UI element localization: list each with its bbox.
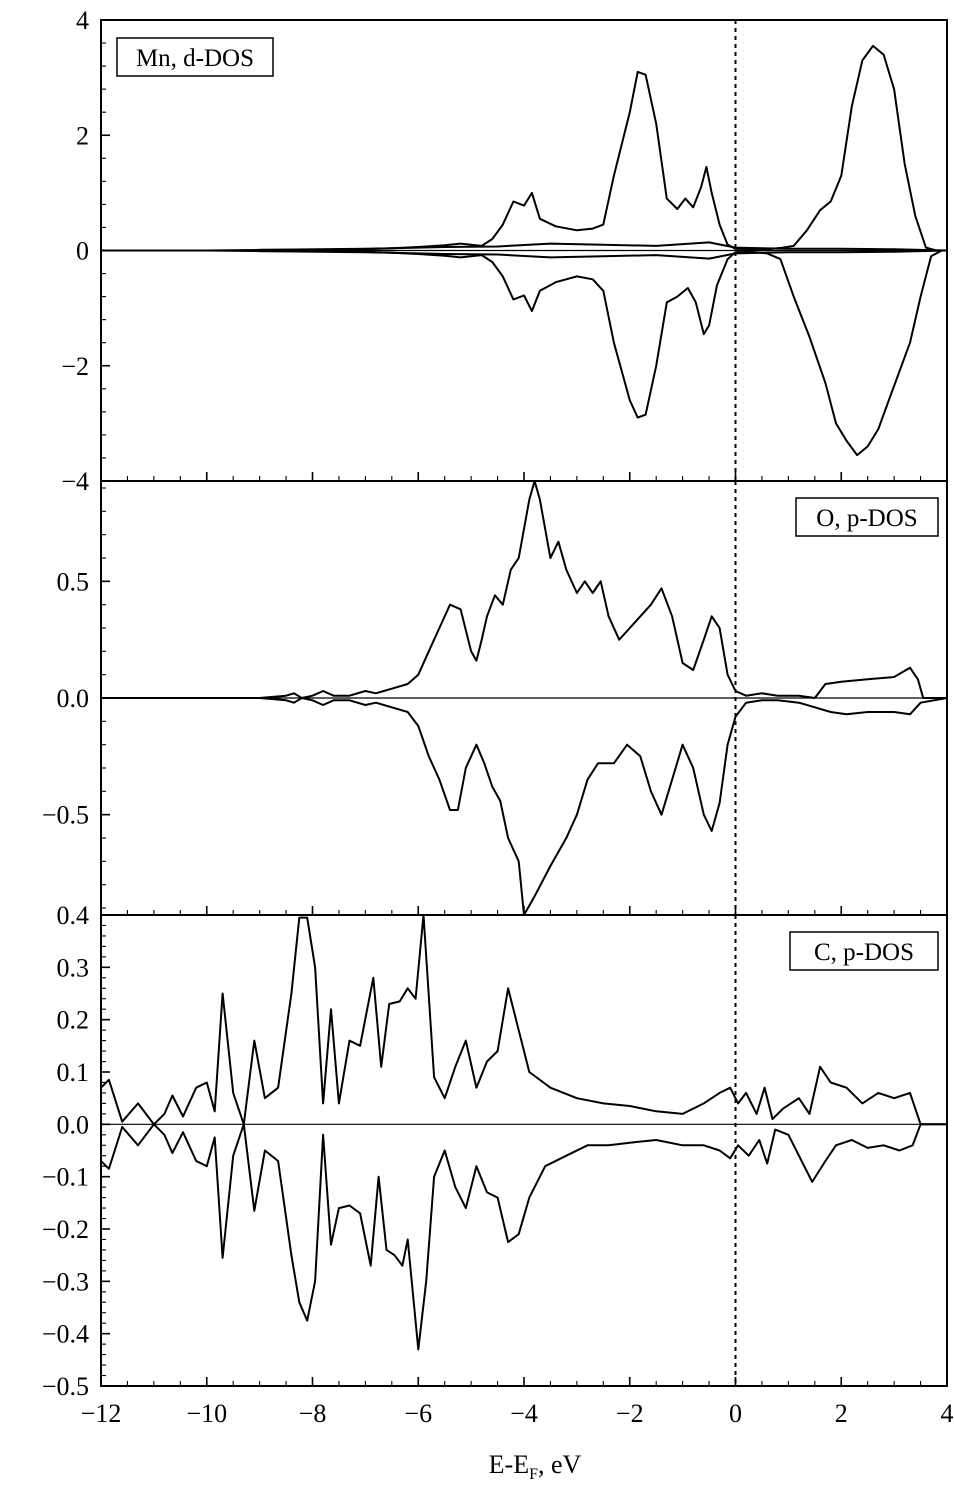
x-tick-label: 2 xyxy=(835,1399,848,1428)
panel-3: −0.5 −0.4 −0.3 −0.2 −0.1 0.0 0.1 0.2 0.3 0.4 C, p-… xyxy=(42,901,954,1428)
y-tick-label: 0.1 xyxy=(57,1058,90,1087)
dos-series-line-4 xyxy=(259,249,948,260)
y-tick-label: 0.5 xyxy=(57,567,90,596)
legend-label: Mn, d-DOS xyxy=(136,45,254,72)
y-tick-label: −0.5 xyxy=(42,1372,89,1401)
dos-series-line-1 xyxy=(101,480,947,699)
x-axis-label-subscript: F xyxy=(529,1466,538,1483)
x-tick-label: 0 xyxy=(729,1399,742,1428)
x-tick-label: 4 xyxy=(941,1399,954,1428)
y-tick-label: 0 xyxy=(76,237,89,266)
panel-1: −4 −2 0 2 4 Mn, d-DOS xyxy=(61,6,948,496)
y-tick-label: −0.2 xyxy=(42,1215,89,1244)
legend-label: O, p-DOS xyxy=(816,505,917,532)
y-tick-label: 0.0 xyxy=(57,1110,90,1139)
x-axis-label-main: E-E xyxy=(489,1450,529,1479)
y-tick-label: −0.1 xyxy=(42,1163,89,1192)
dos-series-line-2 xyxy=(101,249,947,457)
y-tick-label: 4 xyxy=(76,6,89,35)
y-tick-label: 0.0 xyxy=(57,684,90,713)
dos-series-line-1 xyxy=(100,914,947,1126)
x-tick-label: −12 xyxy=(81,1399,122,1428)
x-tick-label: −8 xyxy=(299,1399,327,1428)
plot-frame xyxy=(100,914,948,1387)
dos-series-line-1 xyxy=(101,44,947,252)
legend-box xyxy=(789,931,939,971)
legend-label: C, p-DOS xyxy=(814,939,914,966)
y-tick-label: −0.3 xyxy=(42,1267,89,1296)
x-tick-label: −6 xyxy=(404,1399,432,1428)
x-tick-label: −2 xyxy=(616,1399,644,1428)
dos-series-line-2 xyxy=(100,1123,947,1351)
x-axis-label: E-EF, eV xyxy=(489,1450,582,1483)
legend-box xyxy=(795,497,939,537)
legend-box xyxy=(116,37,274,77)
x-tick-label: −4 xyxy=(510,1399,538,1428)
y-tick-label: −2 xyxy=(61,352,89,381)
y-tick-label: 2 xyxy=(76,121,89,150)
y-tick-label: 0.3 xyxy=(57,953,90,982)
dos-series-line-2 xyxy=(101,697,948,916)
y-tick-label: 0.2 xyxy=(57,1006,90,1035)
y-tick-label: −4 xyxy=(61,467,89,496)
dos-series-line-3 xyxy=(259,241,948,252)
panel-2: −0.5 0.0 0.5 O, p-DOS xyxy=(42,480,948,916)
x-tick-label: −10 xyxy=(186,1399,227,1428)
y-tick-label: 0.4 xyxy=(57,901,90,930)
x-axis-label-tail: , eV xyxy=(538,1450,582,1479)
y-tick-label: −0.4 xyxy=(42,1320,89,1349)
y-tick-label: −0.5 xyxy=(42,801,89,830)
